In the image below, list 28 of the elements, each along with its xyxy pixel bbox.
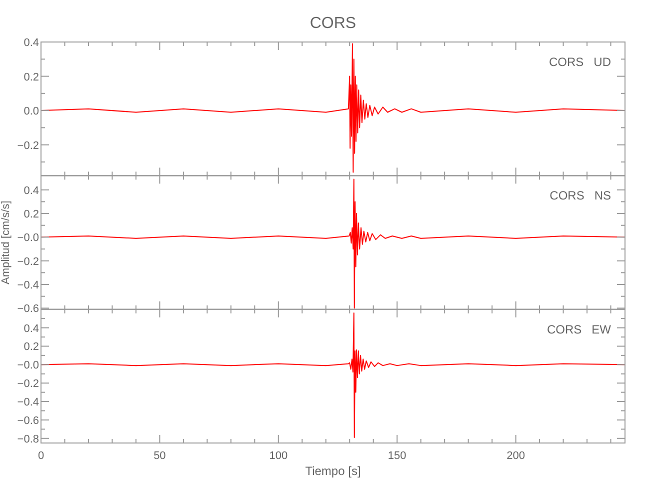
x-tick-label: 100 [269, 450, 288, 462]
x-tick-label: 0 [38, 450, 44, 462]
y-tick-label: 0.4 [24, 37, 39, 49]
y-tick-label: −0.2 [17, 378, 39, 390]
y-tick-label: 0.0 [24, 106, 39, 118]
y-tick-label: −0.8 [17, 433, 39, 446]
y-tick-label: 0.2 [24, 71, 39, 84]
y-tick-label: −0.6 [17, 303, 39, 316]
y-tick-label: 0.4 [24, 322, 39, 335]
y-tick-label: −0.0 [17, 232, 39, 244]
x-tick-label: 200 [506, 450, 525, 462]
annotation: CORS EW [546, 322, 612, 336]
y-tick-label: −0.4 [17, 396, 39, 409]
x-tick-label: 150 [388, 450, 406, 462]
y-axis-title: Amplitud [cm/s/s] [0, 200, 12, 284]
annotation: CORS UD [548, 55, 612, 69]
x-axis-title: Tiempo [s] [305, 464, 361, 478]
chart-title: CORS [310, 15, 356, 32]
y-tick-label: −0.2 [17, 256, 39, 268]
y-tick-label: −0.0 [17, 360, 39, 372]
x-tick-label: 50 [154, 450, 166, 462]
y-tick-label: −0.4 [17, 279, 39, 292]
y-tick-label: 0.4 [24, 184, 39, 197]
y-tick-label: 0.2 [24, 341, 39, 354]
annotation: CORS NS [550, 188, 611, 203]
y-tick-label: −0.2 [17, 140, 39, 152]
y-tick-label: 0.2 [24, 208, 39, 221]
y-tick-label: −0.6 [17, 414, 39, 427]
